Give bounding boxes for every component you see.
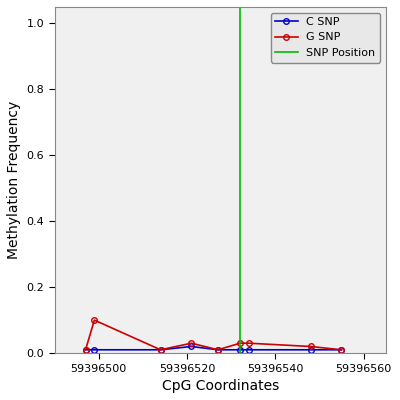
X-axis label: CpG Coordinates: CpG Coordinates — [162, 379, 279, 393]
Legend: C SNP, G SNP, SNP Position: C SNP, G SNP, SNP Position — [271, 12, 380, 62]
Y-axis label: Methylation Frequency: Methylation Frequency — [7, 101, 21, 259]
